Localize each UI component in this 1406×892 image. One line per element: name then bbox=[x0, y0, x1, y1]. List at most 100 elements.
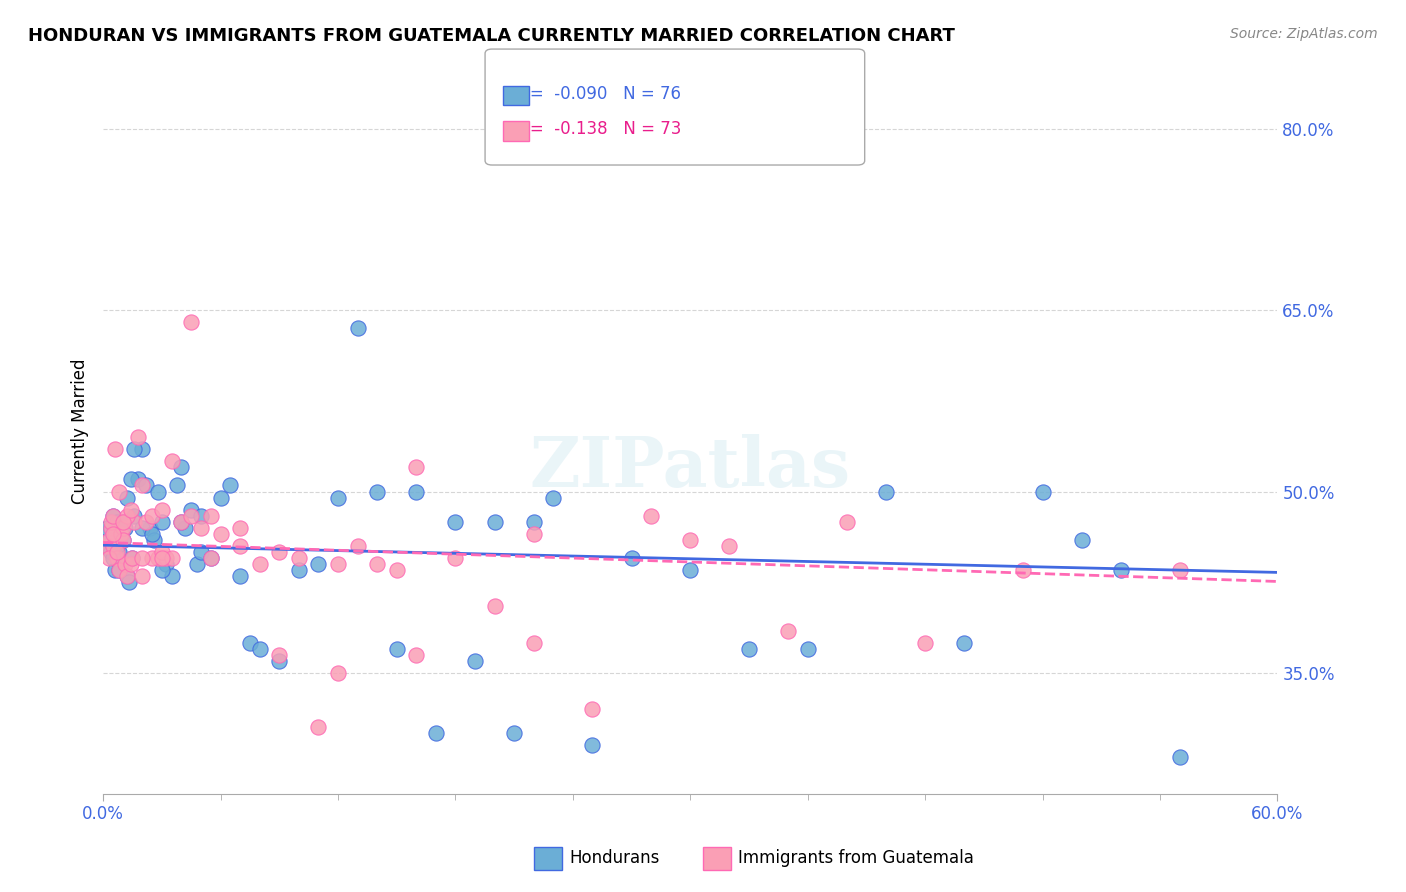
Point bbox=[366, 484, 388, 499]
Point bbox=[104, 526, 127, 541]
Point bbox=[100, 515, 122, 529]
Point bbox=[131, 442, 153, 457]
Point bbox=[166, 478, 188, 492]
Point bbox=[288, 563, 311, 577]
Point bbox=[953, 635, 976, 649]
Point bbox=[464, 654, 486, 668]
Point bbox=[107, 563, 129, 577]
Point bbox=[503, 726, 526, 740]
Point bbox=[131, 569, 153, 583]
Point bbox=[405, 648, 427, 662]
Point bbox=[269, 648, 291, 662]
Point bbox=[346, 539, 368, 553]
Point bbox=[111, 533, 134, 547]
Point bbox=[124, 442, 146, 457]
Point bbox=[326, 491, 349, 505]
Point bbox=[209, 526, 232, 541]
Point bbox=[110, 526, 132, 541]
Point bbox=[105, 545, 128, 559]
Point bbox=[131, 551, 153, 566]
Point bbox=[796, 641, 818, 656]
Point bbox=[444, 515, 467, 529]
Point bbox=[121, 551, 143, 566]
Point bbox=[543, 491, 565, 505]
Point bbox=[581, 739, 603, 753]
Point bbox=[186, 557, 208, 571]
Point bbox=[405, 460, 427, 475]
Point bbox=[107, 563, 129, 577]
Point bbox=[114, 521, 136, 535]
Point bbox=[101, 508, 124, 523]
Point bbox=[484, 599, 506, 614]
Text: ZIPatlas: ZIPatlas bbox=[530, 434, 851, 500]
Y-axis label: Currently Married: Currently Married bbox=[72, 359, 89, 504]
Point bbox=[105, 551, 128, 566]
Point bbox=[366, 557, 388, 571]
Point bbox=[104, 442, 127, 457]
Point bbox=[229, 521, 252, 535]
Point bbox=[180, 502, 202, 516]
Point bbox=[115, 569, 138, 583]
Point bbox=[326, 665, 349, 680]
Point bbox=[101, 539, 124, 553]
Point bbox=[288, 551, 311, 566]
Point bbox=[127, 472, 149, 486]
Point bbox=[98, 551, 121, 566]
Point bbox=[124, 515, 146, 529]
Point bbox=[385, 641, 408, 656]
Point bbox=[101, 526, 124, 541]
Point bbox=[249, 557, 271, 571]
Point bbox=[200, 508, 222, 523]
Point bbox=[170, 460, 193, 475]
Point bbox=[135, 478, 157, 492]
Point bbox=[104, 526, 127, 541]
Point bbox=[180, 315, 202, 329]
Point bbox=[1109, 563, 1132, 577]
Point bbox=[170, 515, 193, 529]
Point bbox=[135, 515, 157, 529]
Point bbox=[229, 569, 252, 583]
Point bbox=[101, 551, 124, 566]
Point bbox=[150, 515, 173, 529]
Point bbox=[620, 551, 643, 566]
Point bbox=[679, 533, 702, 547]
Point bbox=[115, 508, 138, 523]
Point bbox=[239, 635, 262, 649]
Point bbox=[100, 545, 122, 559]
Text: HONDURAN VS IMMIGRANTS FROM GUATEMALA CURRENTLY MARRIED CORRELATION CHART: HONDURAN VS IMMIGRANTS FROM GUATEMALA CU… bbox=[28, 27, 955, 45]
Point bbox=[111, 521, 134, 535]
Point bbox=[200, 551, 222, 566]
Point bbox=[120, 557, 142, 571]
Point bbox=[101, 508, 124, 523]
Point bbox=[914, 635, 936, 649]
Point bbox=[269, 654, 291, 668]
Point bbox=[307, 720, 329, 734]
Text: R =  -0.090   N = 76: R = -0.090 N = 76 bbox=[513, 85, 681, 103]
Point bbox=[139, 521, 162, 535]
Point bbox=[150, 545, 173, 559]
Point bbox=[96, 539, 118, 553]
Point bbox=[107, 545, 129, 559]
Point bbox=[229, 539, 252, 553]
Point bbox=[110, 557, 132, 571]
Point bbox=[127, 430, 149, 444]
Point bbox=[778, 624, 800, 638]
Point bbox=[718, 539, 741, 553]
Point bbox=[131, 478, 153, 492]
Point bbox=[141, 508, 163, 523]
Point bbox=[1070, 533, 1092, 547]
Point bbox=[105, 515, 128, 529]
Point bbox=[124, 508, 146, 523]
Point bbox=[679, 563, 702, 577]
Point bbox=[346, 321, 368, 335]
Point bbox=[120, 472, 142, 486]
Point bbox=[98, 539, 121, 553]
Point bbox=[107, 484, 129, 499]
Point bbox=[160, 569, 183, 583]
Point bbox=[1031, 484, 1053, 499]
Point bbox=[98, 533, 121, 547]
Point bbox=[150, 551, 173, 566]
Point bbox=[111, 515, 134, 529]
Point bbox=[307, 557, 329, 571]
Point bbox=[105, 539, 128, 553]
